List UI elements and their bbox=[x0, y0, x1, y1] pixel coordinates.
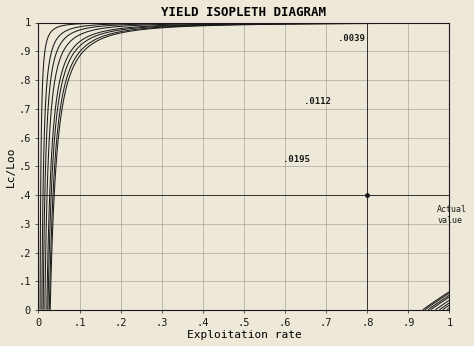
Text: .0039: .0039 bbox=[338, 34, 365, 43]
X-axis label: Exploitation rate: Exploitation rate bbox=[187, 330, 301, 340]
Text: Actual
value: Actual value bbox=[437, 206, 467, 225]
Title: YIELD ISOPLETH DIAGRAM: YIELD ISOPLETH DIAGRAM bbox=[162, 6, 327, 19]
Y-axis label: Lc/Loo: Lc/Loo bbox=[6, 146, 16, 186]
Text: .0195: .0195 bbox=[283, 155, 310, 164]
Text: .0112: .0112 bbox=[303, 98, 330, 107]
